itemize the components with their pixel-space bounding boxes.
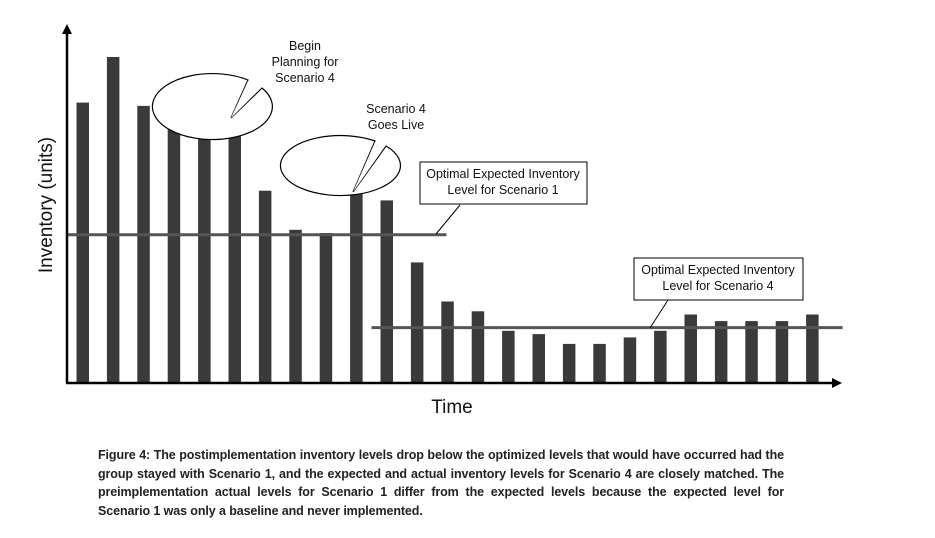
scenario1-label-line-2: Level for Scenario 1 <box>447 183 558 197</box>
bar-17 <box>562 343 576 383</box>
x-axis-label: Time <box>431 397 473 418</box>
begin-planning-line-3: Scenario 4 <box>275 71 335 85</box>
reference-lines-group <box>66 233 843 330</box>
bar-16 <box>532 334 545 383</box>
annotation-begin-planning: Begin Planning for Scenario 4 <box>151 39 339 141</box>
bar-23 <box>745 321 758 383</box>
annotation-scenario4-label: Optimal Expected Inventory Level for Sce… <box>633 257 804 329</box>
bar-4 <box>167 122 181 383</box>
bar-22 <box>714 321 728 383</box>
annotation-scenario1-label: Optimal Expected Inventory Level for Sce… <box>419 161 588 235</box>
bar-1 <box>76 102 89 383</box>
goes-live-line-1: Scenario 4 <box>366 102 426 116</box>
goes-live-line-2: Goes Live <box>368 118 424 132</box>
annotation-goes-live: Scenario 4 Goes Live <box>279 102 426 197</box>
bar-25 <box>806 314 819 383</box>
bar-2 <box>106 57 120 383</box>
bar-18 <box>593 343 606 383</box>
bar-11 <box>380 200 393 383</box>
bar-10 <box>350 193 363 383</box>
bar-6 <box>228 122 241 383</box>
scenario1-pointer <box>435 204 461 235</box>
bar-12 <box>410 262 424 383</box>
begin-planning-line-1: Begin <box>289 39 321 53</box>
bar-21 <box>684 314 697 383</box>
scenario4-label-line-1: Optimal Expected Inventory <box>641 263 795 277</box>
bar-15 <box>502 330 515 383</box>
bar-24 <box>775 321 789 383</box>
x-axis-arrow <box>832 378 842 388</box>
bars-group <box>76 57 819 384</box>
bar-5 <box>198 128 211 383</box>
scenario1-label-box <box>419 161 588 205</box>
bar-13 <box>441 301 454 383</box>
inventory-chart: Time Inventory (units) Begin Planning fo… <box>36 24 843 418</box>
begin-planning-bubble <box>151 72 273 141</box>
bar-9 <box>319 233 333 383</box>
y-axis-label: Inventory (units) <box>36 137 57 273</box>
bar-8 <box>289 229 302 383</box>
begin-planning-line-2: Planning for <box>272 55 339 69</box>
scenario4-label-box <box>633 257 804 301</box>
bar-19 <box>623 337 637 383</box>
bar-14 <box>471 311 485 383</box>
scenario4-label-line-2: Level for Scenario 4 <box>662 279 773 293</box>
goes-live-bubble <box>279 134 402 197</box>
bar-7 <box>258 190 272 383</box>
bar-20 <box>654 330 667 383</box>
scenario1-label-line-1: Optimal Expected Inventory <box>426 167 580 181</box>
bar-3 <box>137 105 150 384</box>
figure-caption: Figure 4: The postimplementation invento… <box>98 448 784 518</box>
scenario4-pointer <box>649 299 669 329</box>
y-axis-arrow <box>62 24 72 34</box>
